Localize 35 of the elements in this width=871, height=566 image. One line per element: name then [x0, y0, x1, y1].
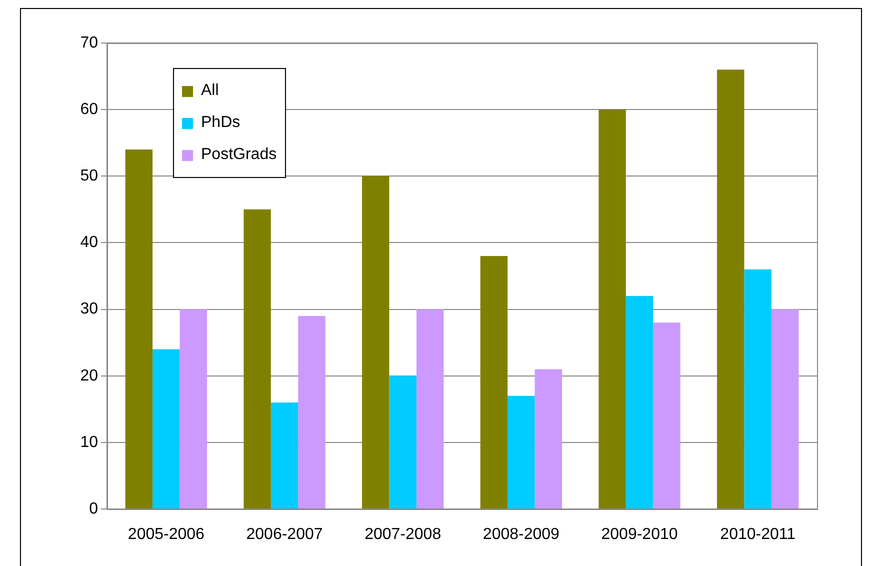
bar [416, 309, 444, 508]
bar [298, 316, 326, 508]
bar [626, 296, 654, 508]
y-tick-label: 40 [80, 234, 98, 252]
bar [744, 269, 772, 508]
bar [152, 349, 180, 508]
y-tick-label: 10 [80, 434, 98, 451]
bar [508, 396, 535, 508]
x-tick-label: 2009-2010 [601, 526, 678, 544]
y-tick-label: 30 [80, 300, 98, 318]
x-tick-label: 2008-2009 [482, 526, 560, 544]
bar [125, 150, 153, 508]
y-tick-label: 70 [80, 34, 98, 52]
y-tick-label: 50 [80, 168, 98, 185]
bar [653, 322, 680, 508]
x-tick-label: 2007-2008 [364, 526, 442, 544]
bar [480, 256, 508, 508]
y-tick-label: 0 [89, 500, 98, 518]
x-tick-label: 2010-2011 [720, 526, 796, 544]
bar [598, 110, 626, 508]
legend-label: PostGrads [200, 145, 277, 165]
x-tick-label: 2006-2007 [246, 526, 323, 544]
y-tick-label: 20 [80, 367, 98, 384]
legend-label: PhDs [200, 113, 242, 133]
bar [180, 309, 207, 508]
bar [771, 309, 799, 508]
bar [362, 176, 390, 508]
bar [389, 376, 416, 508]
bar [534, 369, 562, 508]
legend-label: All [200, 81, 220, 101]
bar [717, 70, 744, 508]
x-tick-label: 2005-2006 [128, 526, 205, 544]
bar [270, 402, 298, 508]
bar [244, 209, 271, 508]
y-tick-label: 60 [80, 100, 98, 118]
